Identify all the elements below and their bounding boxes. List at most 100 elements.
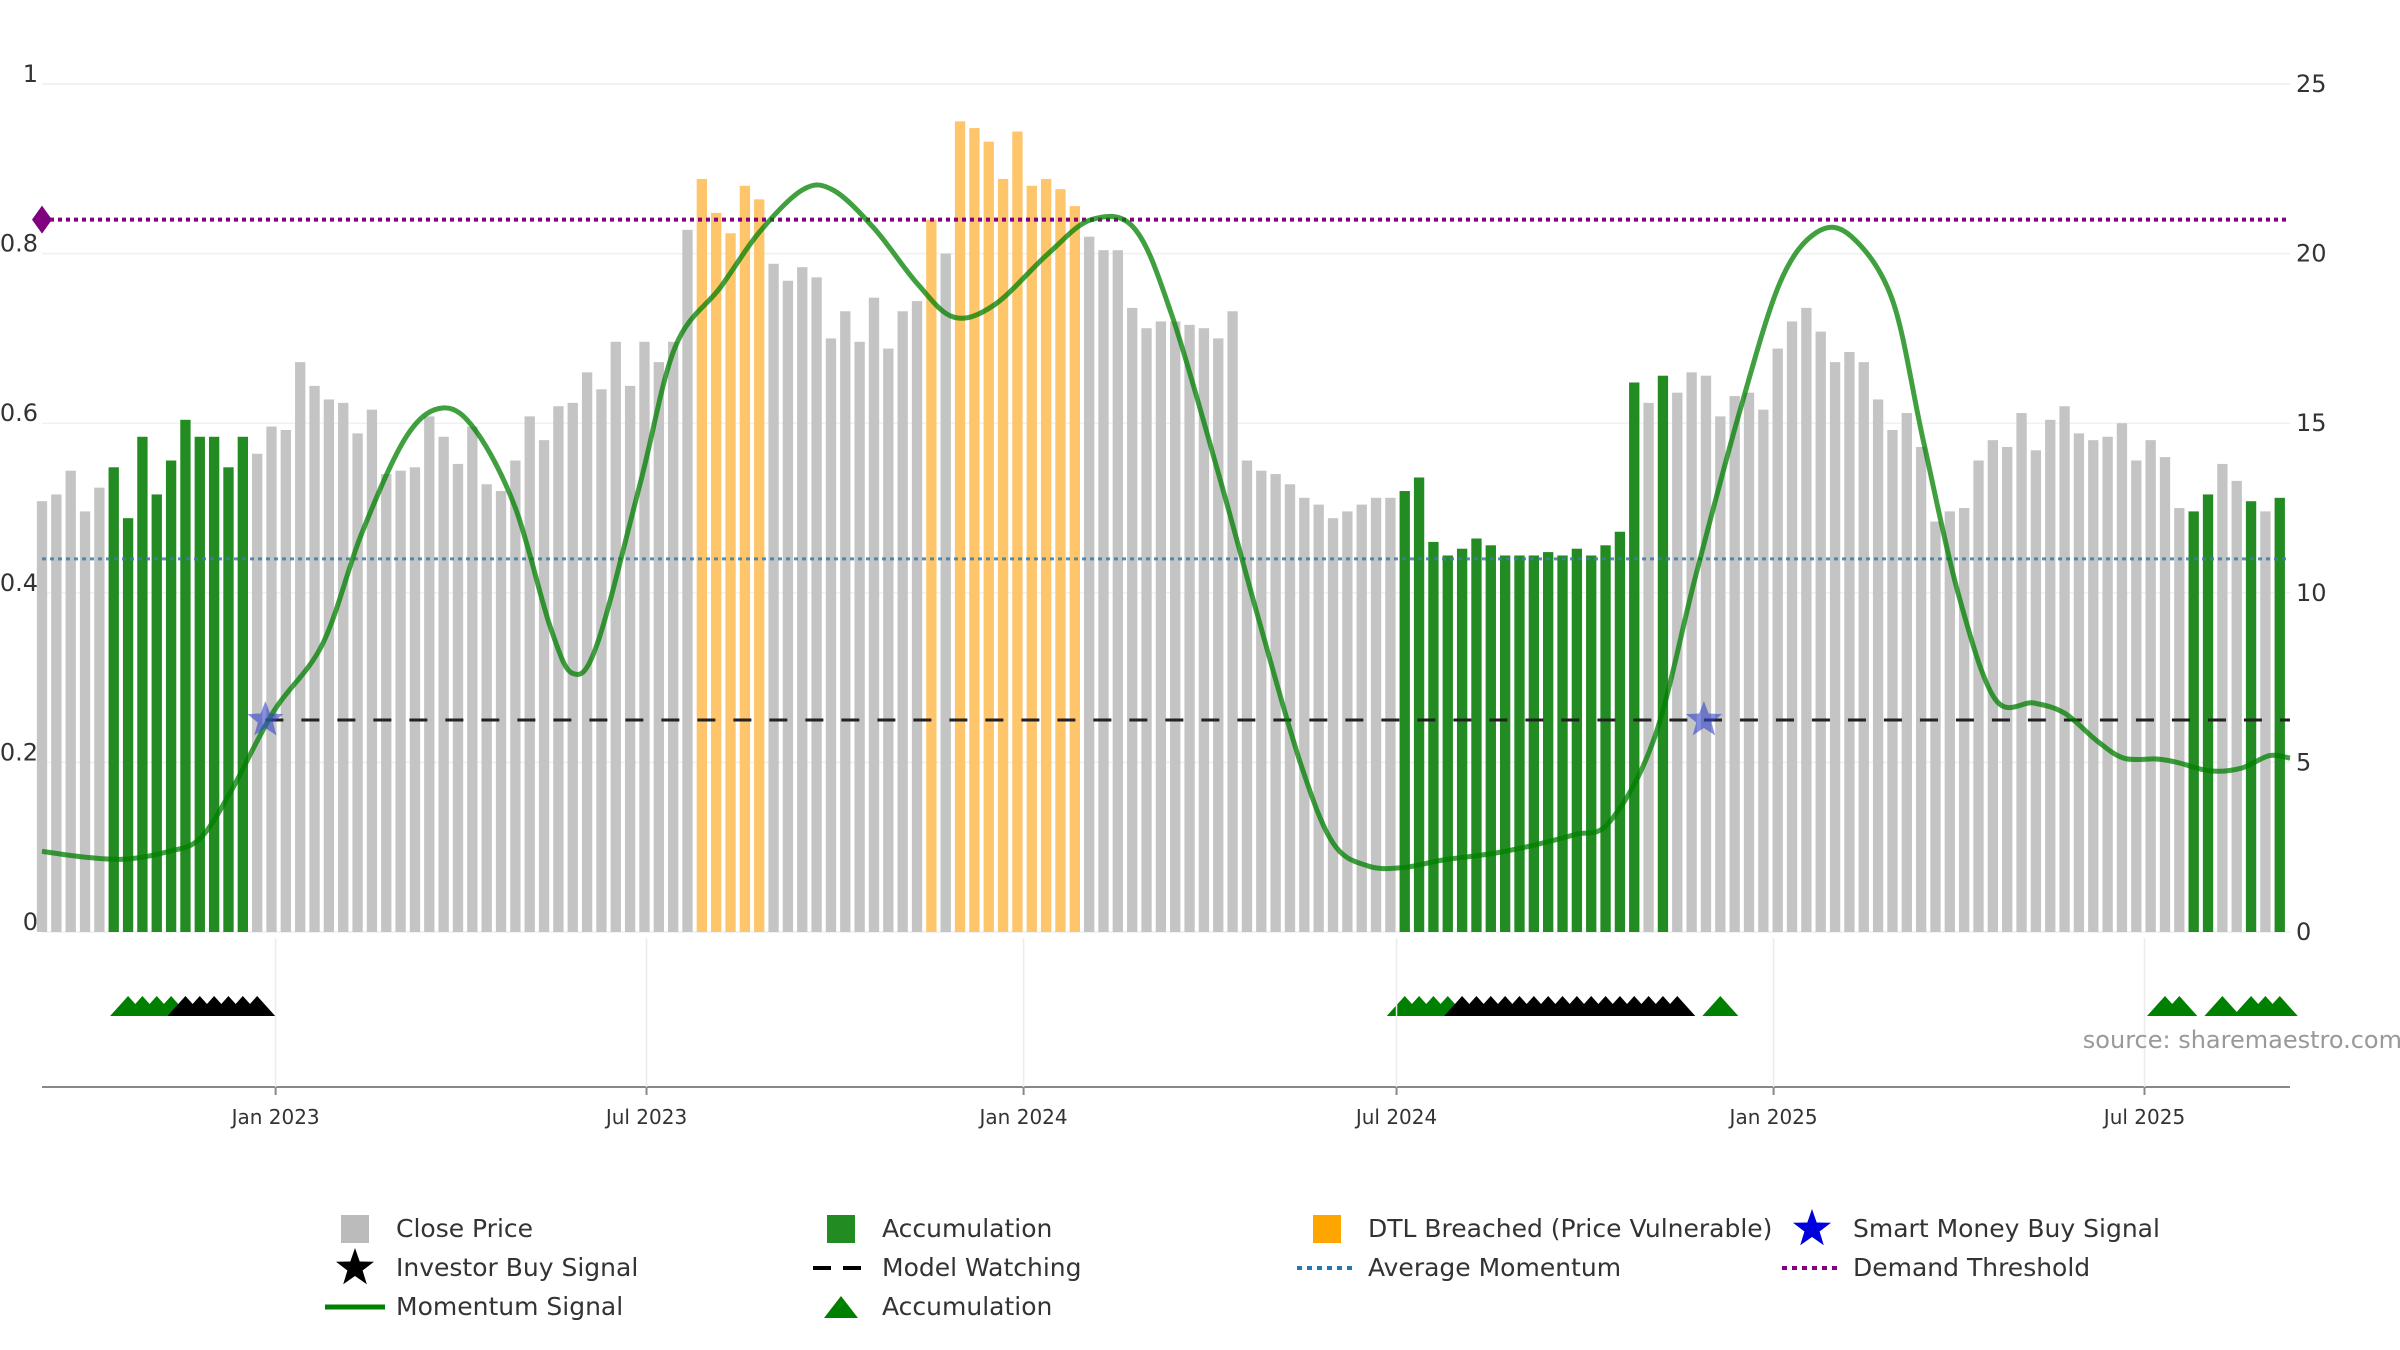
close-price-bar xyxy=(1198,328,1210,932)
close-price-bar xyxy=(2030,450,2042,932)
close-price-bar xyxy=(1844,351,1855,932)
close-price-bar xyxy=(1772,348,1783,932)
y-axis-left: 0 0.2 0.4 0.6 0.8 1 xyxy=(0,60,38,936)
close-price-bar xyxy=(1313,504,1324,932)
legend-label: Model Watching xyxy=(882,1253,1082,1282)
close-price-bar xyxy=(1370,497,1382,932)
close-price-bar xyxy=(1256,470,1267,932)
close-price-bar xyxy=(2116,423,2128,932)
close-price-bar xyxy=(381,474,392,932)
close-price-bar xyxy=(424,416,435,932)
close-price-bar xyxy=(639,341,650,932)
x-tick-label: Jul 2025 xyxy=(2102,1105,2185,1129)
accumulation-bar xyxy=(1557,555,1568,932)
close-price-bar xyxy=(1342,511,1353,932)
accumulation-bar xyxy=(1456,548,1468,932)
accumulation-bar xyxy=(1399,491,1410,932)
accumulation-bar xyxy=(165,460,177,932)
accumulation-bar xyxy=(1514,555,1525,932)
x-tick-label: Jan 2024 xyxy=(978,1105,1068,1129)
close-price-bar xyxy=(1930,521,1941,932)
y-left-tick-label: 0.4 xyxy=(0,569,38,597)
close-price-bar xyxy=(1227,311,1238,932)
close-price-bar xyxy=(811,277,822,932)
close-price-bar xyxy=(1743,392,1755,932)
accumulation-bar xyxy=(122,518,134,932)
close-price-bar xyxy=(1241,460,1253,932)
accumulation-triangle xyxy=(2161,996,2198,1016)
close-price-bar xyxy=(2059,406,2070,932)
close-price-bar xyxy=(1700,375,1712,932)
close-price-bar xyxy=(452,463,464,932)
close-price-bar xyxy=(438,436,449,932)
y-left-tick-label: 1 xyxy=(23,60,38,88)
close-price-bar xyxy=(65,470,76,932)
legend-star-icon xyxy=(336,1248,374,1285)
close-price-bar xyxy=(567,402,578,932)
close-price-bar xyxy=(366,409,378,933)
accumulation-bar xyxy=(1657,375,1669,932)
accumulation-bar xyxy=(237,436,248,932)
close-price-bar xyxy=(1284,484,1296,932)
accumulation-triangle xyxy=(2204,996,2241,1016)
close-price-bar xyxy=(2131,460,2142,932)
reference-lines xyxy=(32,205,2290,722)
close-price-bar xyxy=(79,511,91,932)
close-price-bar xyxy=(1385,497,1396,932)
close-price-bar xyxy=(1758,409,1769,933)
dtl-breached-bar xyxy=(739,185,751,932)
close-price-bar xyxy=(1141,328,1152,932)
close-price-bar xyxy=(510,460,521,932)
close-price-bar xyxy=(352,433,363,932)
close-price-bar xyxy=(868,297,880,932)
close-price-bar xyxy=(610,341,621,932)
accumulation-bar xyxy=(2245,501,2257,932)
smart-money-buy-star xyxy=(247,701,284,736)
dtl-breached-bar xyxy=(711,212,722,932)
dtl-breached-bar xyxy=(1055,189,1066,933)
close-price-bar xyxy=(1973,460,1984,932)
accumulation-bar xyxy=(1528,555,1539,932)
accumulation-bar xyxy=(108,467,119,932)
close-price-bar xyxy=(2045,419,2056,933)
close-price-bar xyxy=(1987,440,1999,932)
legend-item: Average Momentum xyxy=(1297,1253,1621,1282)
close-price-bar xyxy=(280,429,292,932)
close-price-bar xyxy=(2159,457,2171,932)
x-axis: Jan 2023 Jul 2023 Jan 2024 Jul 2024 Jan 2025… xyxy=(42,938,2290,1129)
close-price-bar xyxy=(624,385,636,932)
close-price-bar xyxy=(2231,480,2242,932)
close-price-bar xyxy=(1299,497,1310,932)
dtl-breached-bar xyxy=(926,219,937,932)
legend-label: Accumulation xyxy=(882,1214,1052,1243)
x-tick-label: Jul 2024 xyxy=(1354,1105,1437,1129)
close-price-bar xyxy=(323,399,335,932)
legend-item: Accumulation xyxy=(824,1292,1052,1321)
accumulation-bar xyxy=(1413,477,1425,932)
legend-label: Close Price xyxy=(396,1214,533,1243)
legend-label: Accumulation xyxy=(882,1292,1052,1321)
close-price-bar xyxy=(524,416,535,932)
close-price-bar xyxy=(2102,436,2113,932)
dtl-breached-bar xyxy=(1026,185,1037,932)
dtl-breached-bar xyxy=(997,178,1009,932)
dtl-breached-bar xyxy=(696,178,708,932)
close-price-bar xyxy=(797,267,808,933)
y-left-tick-label: 0.2 xyxy=(0,738,38,766)
legend-item: DTL Breached (Price Vulnerable) xyxy=(1313,1214,1772,1243)
y-left-tick-label: 0.8 xyxy=(0,230,38,258)
close-price-bar xyxy=(2260,511,2271,932)
close-price-bar xyxy=(1729,396,1740,933)
close-price-bar xyxy=(1170,321,1181,932)
close-price-bar xyxy=(252,453,263,932)
investor-buy-triangle xyxy=(1659,996,1696,1016)
close-price-bar xyxy=(1356,504,1367,932)
accumulation-bar xyxy=(1614,531,1626,932)
legend-label: Investor Buy Signal xyxy=(396,1253,638,1282)
close-price-bar xyxy=(1155,321,1167,932)
dtl-breached-bar xyxy=(754,199,765,932)
x-tick-label: Jul 2023 xyxy=(604,1105,687,1129)
close-price-bar xyxy=(538,440,550,932)
signal-stars xyxy=(247,701,1722,736)
close-price-bar xyxy=(409,467,421,932)
